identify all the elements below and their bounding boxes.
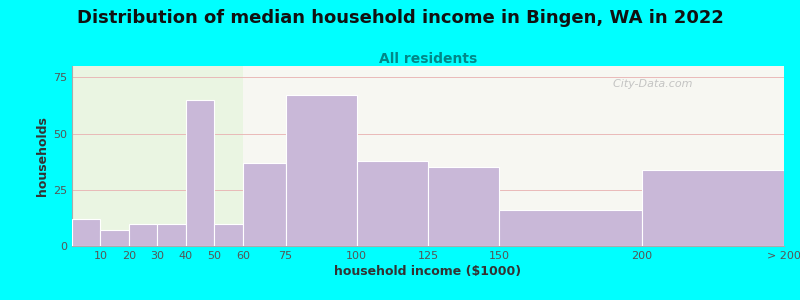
Y-axis label: households: households	[36, 116, 49, 196]
Title: All residents: All residents	[379, 52, 477, 66]
Bar	[357, 160, 428, 246]
Text: City-Data.com: City-Data.com	[606, 79, 693, 88]
Text: Distribution of median household income in Bingen, WA in 2022: Distribution of median household income …	[77, 9, 723, 27]
Bar	[158, 224, 186, 246]
Bar	[72, 219, 101, 246]
Bar	[642, 169, 784, 246]
Bar	[243, 163, 286, 246]
Bar	[214, 224, 243, 246]
Bar	[499, 210, 642, 246]
X-axis label: household income ($1000): household income ($1000)	[334, 265, 522, 278]
Bar	[129, 224, 158, 246]
Bar	[286, 95, 357, 246]
Bar	[72, 66, 243, 246]
Bar	[186, 100, 214, 246]
Bar	[428, 167, 499, 246]
Bar	[101, 230, 129, 246]
